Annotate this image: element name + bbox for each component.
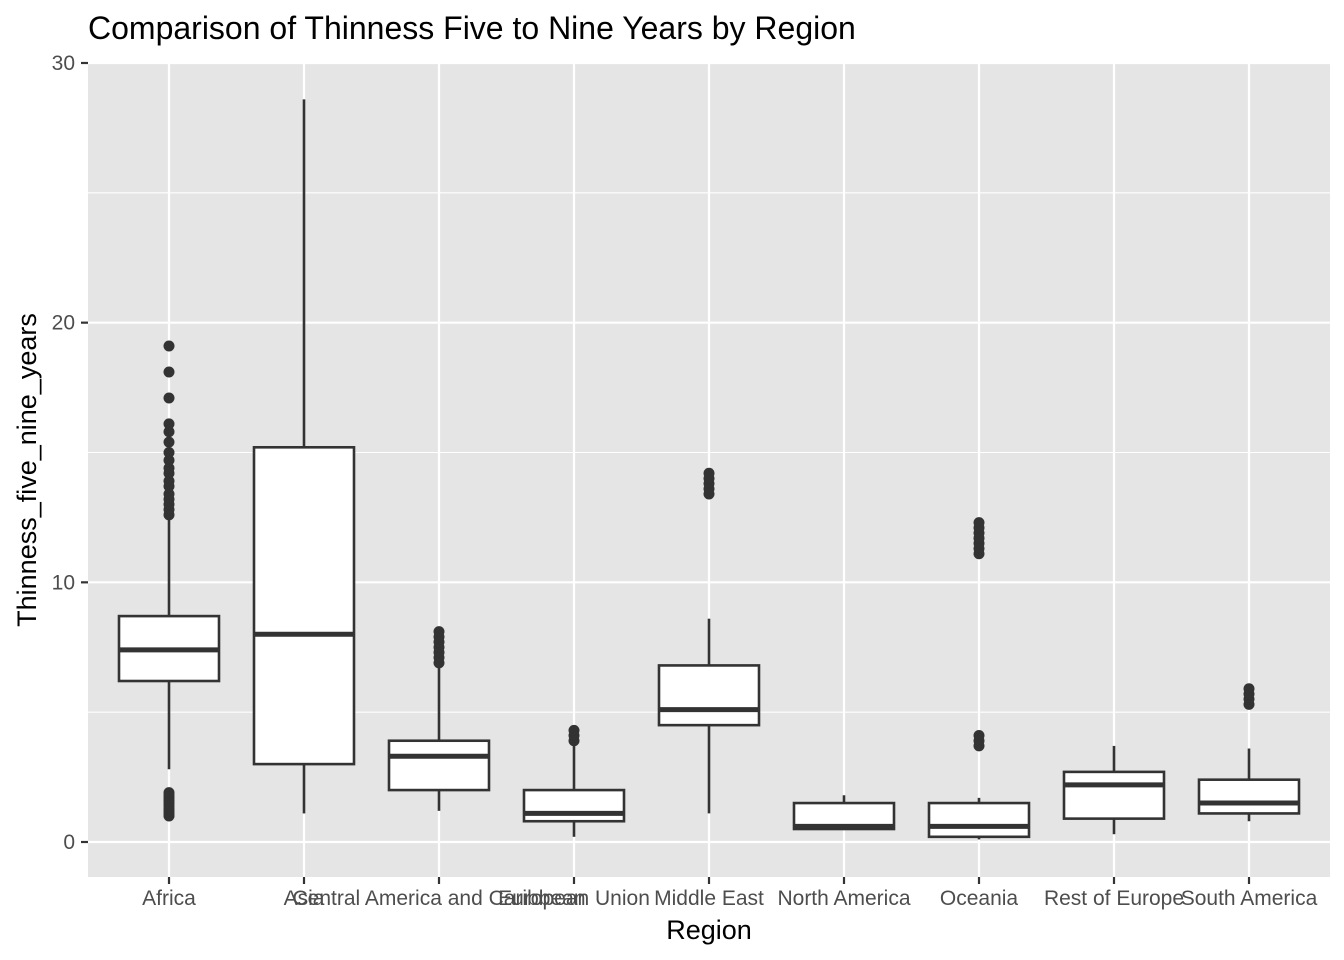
box-south-america	[1197, 683, 1301, 822]
x-tick-label: Africa	[142, 887, 196, 910]
iqr-box	[252, 446, 356, 766]
outlier-point	[163, 475, 175, 487]
outlier-point	[163, 340, 175, 352]
x-axis-title: Region	[666, 915, 752, 945]
outlier-point	[163, 488, 175, 500]
box-rest-of-europe	[1062, 745, 1166, 835]
x-tick-label: Rest of Europe	[1044, 887, 1184, 910]
box-asia	[252, 99, 356, 814]
x-tick-label: Oceania	[940, 887, 1019, 910]
outlier-point	[568, 724, 580, 736]
outlier-point	[163, 366, 175, 378]
outlier-point	[163, 392, 175, 404]
x-tick-label: Central America and Caribbean	[293, 887, 586, 910]
outlier-point	[973, 730, 985, 742]
iqr-box	[1197, 778, 1301, 815]
y-tick-label: 30	[52, 52, 75, 75]
iqr-box	[1062, 770, 1166, 820]
outlier-point	[163, 462, 175, 474]
iqr-box	[657, 664, 761, 727]
outlier-point	[163, 426, 175, 438]
box-africa	[117, 340, 221, 822]
box-oceania	[927, 517, 1031, 840]
outlier-point	[163, 418, 175, 430]
x-tick-label: Middle East	[654, 887, 764, 910]
outlier-point	[973, 517, 985, 529]
x-tick-label: South America	[1181, 887, 1318, 910]
iqr-box	[522, 788, 626, 823]
y-tick-label: 20	[52, 312, 75, 335]
iqr-box	[387, 739, 491, 792]
box-european-union	[522, 724, 626, 837]
outlier-point	[703, 467, 715, 479]
y-axis-title: Thinness_five_nine_years	[12, 313, 42, 627]
y-tick-label: 10	[52, 571, 75, 594]
x-tick-label: Asia	[284, 887, 325, 910]
x-tick-label: North America	[777, 887, 910, 910]
chart-title: Comparison of Thinness Five to Nine Year…	[88, 10, 856, 46]
x-tick-label: European Union	[498, 887, 650, 910]
box-series	[117, 99, 1301, 840]
box-central-america-and-caribbean	[387, 626, 491, 811]
outlier-point	[1243, 683, 1255, 695]
outlier-point	[163, 787, 175, 799]
y-tick-label: 0	[63, 831, 75, 854]
outlier-point	[163, 436, 175, 448]
outlier-point	[433, 626, 445, 638]
outlier-point	[163, 454, 175, 466]
box-north-america	[792, 795, 896, 831]
box-middle-east	[657, 467, 761, 814]
y-axis: 0 10 20 30	[52, 52, 88, 854]
outlier-point	[163, 447, 175, 458]
iqr-box	[927, 801, 1031, 839]
